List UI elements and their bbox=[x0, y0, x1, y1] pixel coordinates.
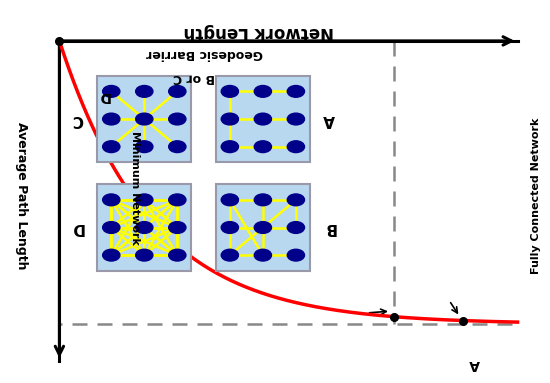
Circle shape bbox=[254, 222, 272, 233]
FancyBboxPatch shape bbox=[97, 76, 191, 162]
Circle shape bbox=[169, 113, 186, 125]
Circle shape bbox=[287, 113, 305, 125]
Text: D: D bbox=[98, 89, 109, 103]
Circle shape bbox=[221, 222, 239, 233]
Circle shape bbox=[221, 85, 239, 97]
Text: Geodesic Barrier: Geodesic Barrier bbox=[146, 47, 263, 60]
Circle shape bbox=[136, 113, 153, 125]
Circle shape bbox=[136, 85, 153, 97]
Text: A: A bbox=[469, 357, 480, 372]
Circle shape bbox=[254, 113, 272, 125]
Circle shape bbox=[103, 222, 120, 233]
Circle shape bbox=[136, 249, 153, 261]
Circle shape bbox=[103, 113, 120, 125]
Circle shape bbox=[103, 249, 120, 261]
Text: Network Length: Network Length bbox=[184, 23, 334, 41]
Circle shape bbox=[103, 194, 120, 206]
Circle shape bbox=[169, 249, 186, 261]
Text: B: B bbox=[323, 220, 335, 235]
Circle shape bbox=[169, 222, 186, 233]
Text: Average Path Length: Average Path Length bbox=[15, 121, 28, 269]
Circle shape bbox=[221, 249, 239, 261]
Circle shape bbox=[136, 222, 153, 233]
Text: Minimum Network: Minimum Network bbox=[130, 131, 140, 245]
Circle shape bbox=[287, 194, 305, 206]
FancyBboxPatch shape bbox=[216, 184, 310, 271]
Text: C: C bbox=[73, 111, 84, 126]
Circle shape bbox=[221, 141, 239, 152]
Circle shape bbox=[169, 194, 186, 206]
Circle shape bbox=[254, 194, 272, 206]
Circle shape bbox=[103, 141, 120, 152]
Circle shape bbox=[287, 85, 305, 97]
Text: Fully Connected Network: Fully Connected Network bbox=[531, 117, 541, 273]
Circle shape bbox=[254, 141, 272, 152]
Circle shape bbox=[254, 85, 272, 97]
Circle shape bbox=[287, 141, 305, 152]
FancyBboxPatch shape bbox=[97, 184, 191, 271]
Text: D: D bbox=[71, 220, 84, 235]
Circle shape bbox=[169, 85, 186, 97]
Circle shape bbox=[254, 249, 272, 261]
Circle shape bbox=[136, 141, 153, 152]
Circle shape bbox=[169, 141, 186, 152]
Text: B or C: B or C bbox=[173, 71, 215, 84]
Text: A: A bbox=[323, 111, 336, 126]
Circle shape bbox=[221, 113, 239, 125]
Circle shape bbox=[221, 194, 239, 206]
Circle shape bbox=[287, 222, 305, 233]
Circle shape bbox=[136, 194, 153, 206]
FancyBboxPatch shape bbox=[216, 76, 310, 162]
Circle shape bbox=[103, 85, 120, 97]
Circle shape bbox=[287, 249, 305, 261]
